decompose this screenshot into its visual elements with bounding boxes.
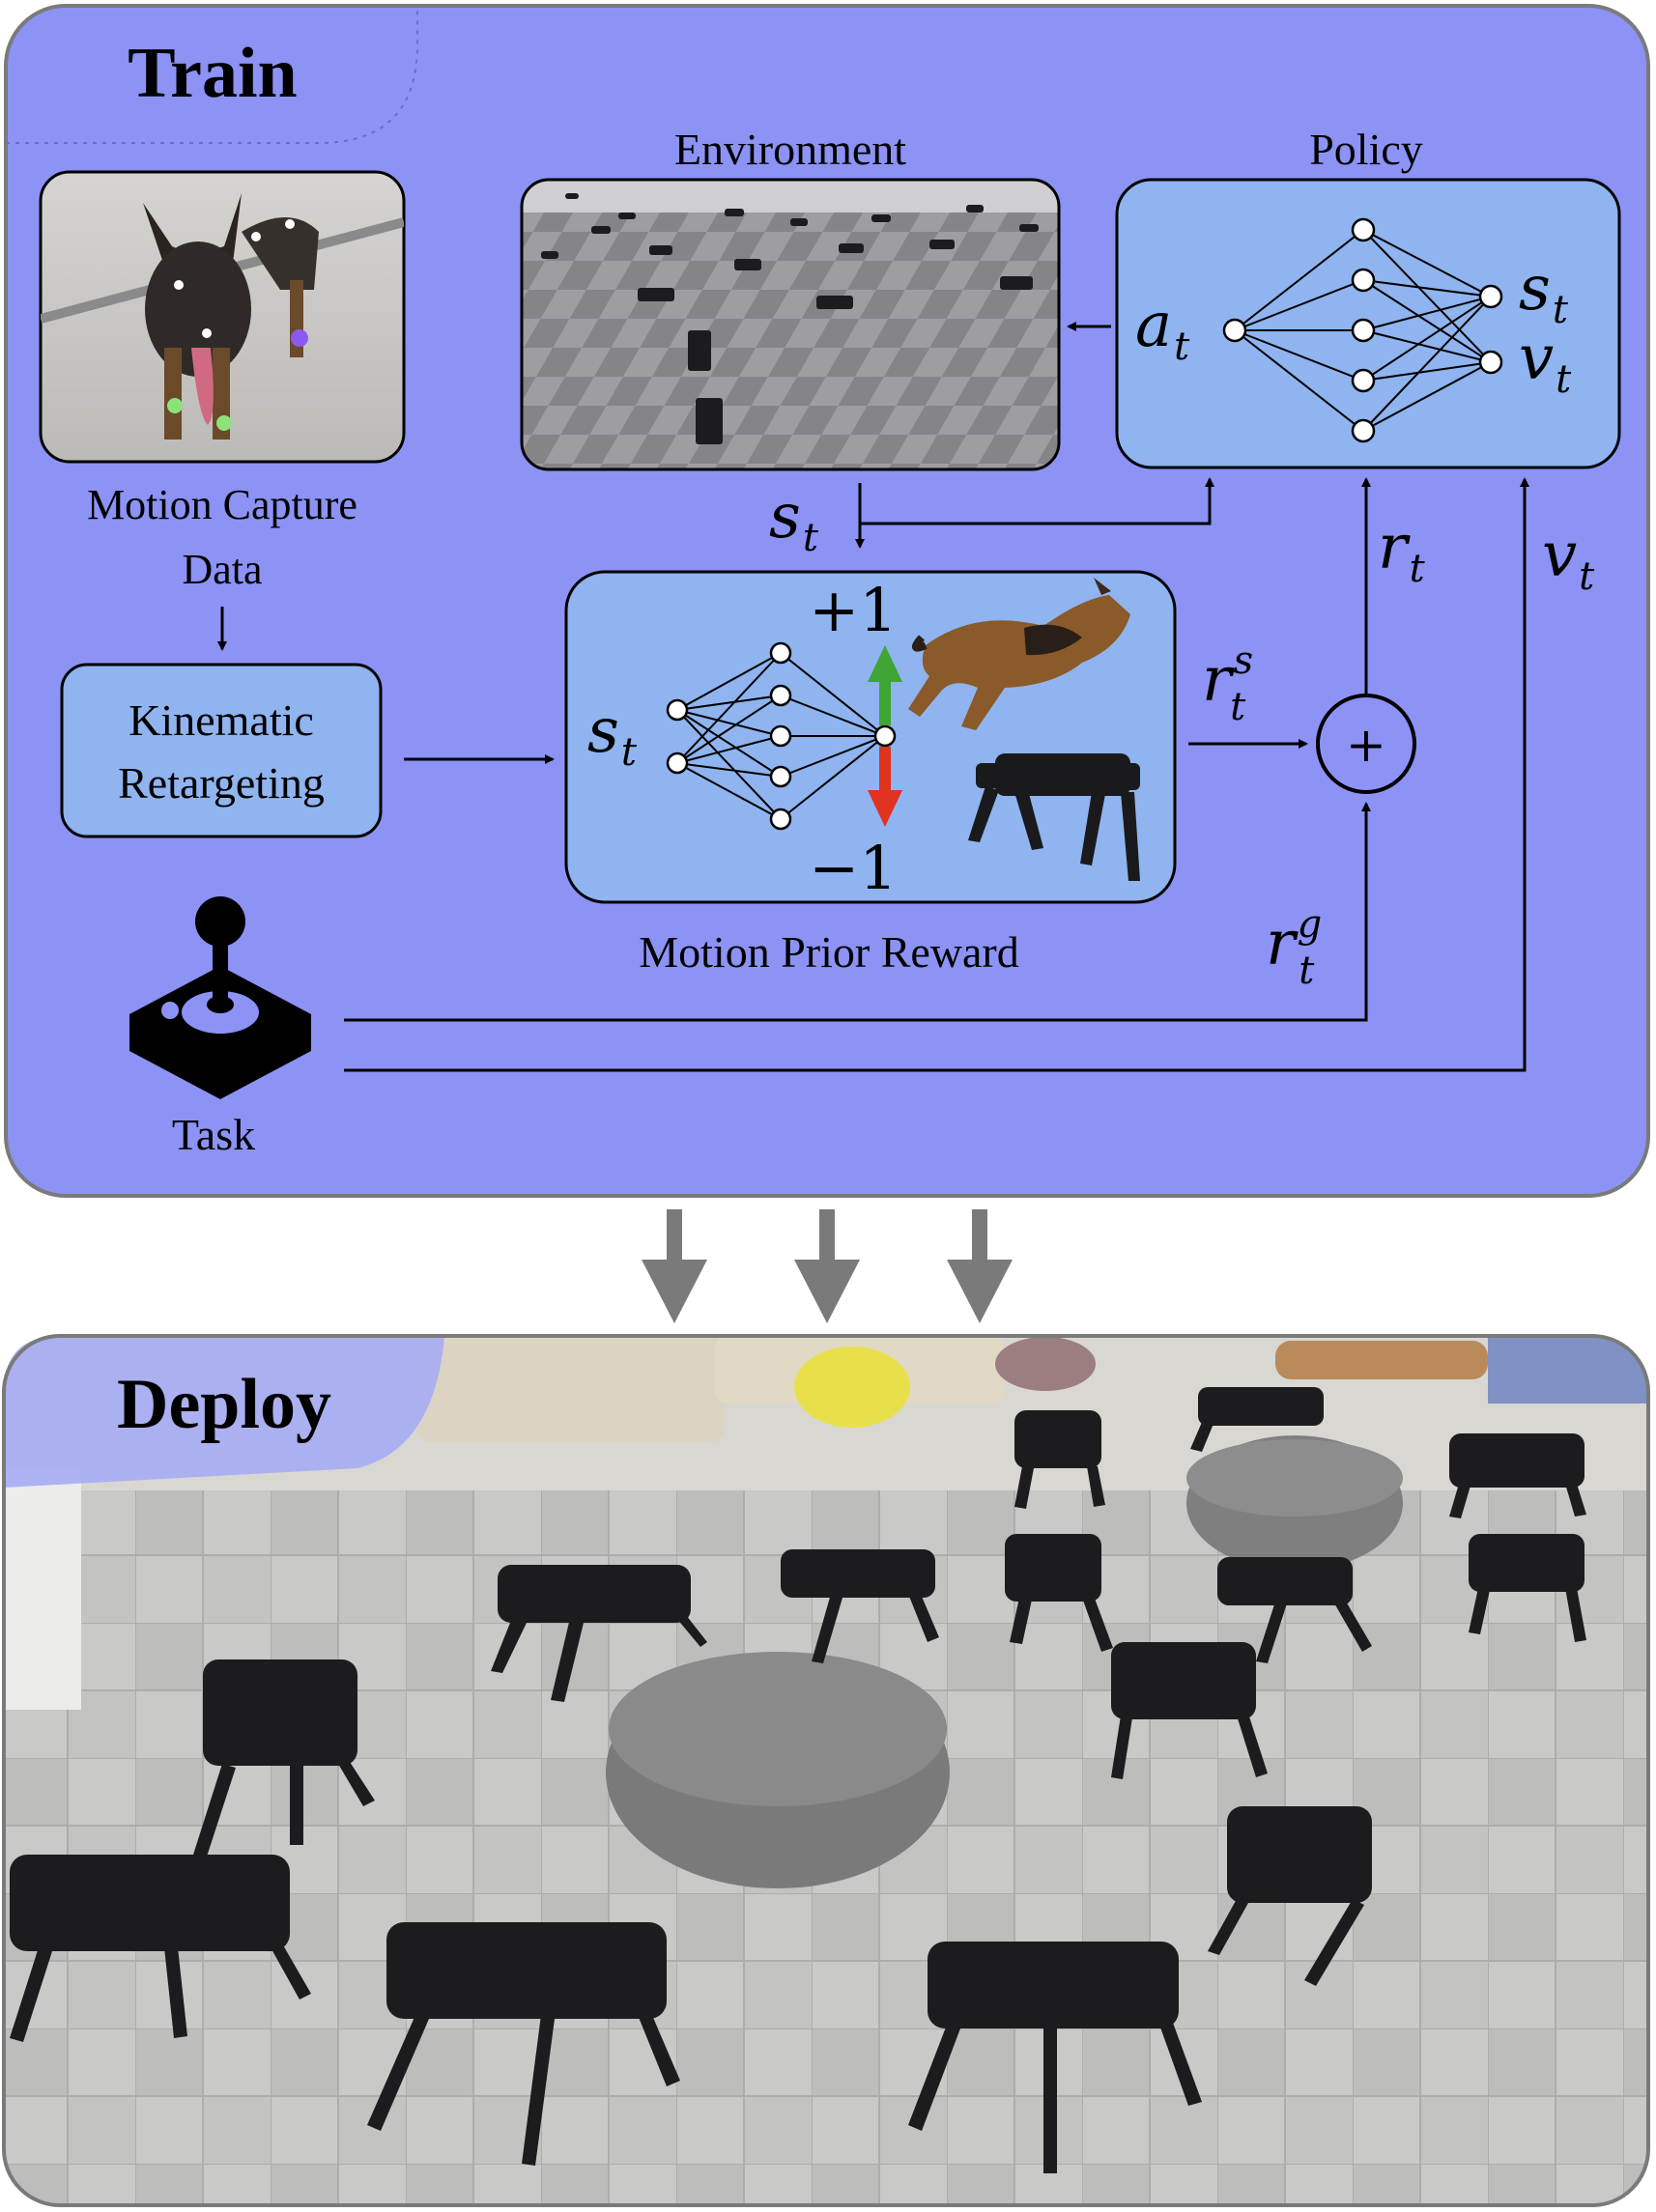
st-label: st xyxy=(769,481,819,560)
train-title: Train xyxy=(128,34,297,113)
rts-label: rs t xyxy=(1202,638,1253,729)
robot-photo xyxy=(968,753,1140,881)
policy-network xyxy=(1222,217,1503,443)
kinematic-retargeting-box: Kinematic Retargeting xyxy=(60,663,383,838)
green-up-arrow xyxy=(868,645,902,725)
kinematic-label-line1: Kinematic xyxy=(128,695,314,745)
rtg-label: rg t xyxy=(1266,902,1322,993)
deploy-panel-frame: Deploy xyxy=(2,1334,1650,2207)
mocap-photo xyxy=(39,170,406,464)
sum-plus: + xyxy=(1346,717,1386,773)
red-down-arrow xyxy=(868,747,902,827)
policy-box: at st vt xyxy=(1115,178,1621,469)
rt-label: rt xyxy=(1378,512,1426,591)
policy-input-a: at xyxy=(1135,290,1190,369)
kinematic-label-line2: Retargeting xyxy=(118,758,325,808)
deploy-arrows xyxy=(642,1209,1013,1323)
deploy-photo xyxy=(4,1336,1648,2205)
sum-node: + xyxy=(1316,694,1416,794)
vt-label: vt xyxy=(1542,520,1595,599)
joystick-icon xyxy=(129,896,311,1099)
mocap-label-line2: Data xyxy=(182,546,262,593)
task-label: Task xyxy=(172,1110,255,1159)
dog-photo xyxy=(908,578,1130,730)
motion-prior-label: Motion Prior Reward xyxy=(639,927,1019,977)
motion-prior-box: st +1 −1 xyxy=(564,570,1177,904)
plus-one-label: +1 xyxy=(809,575,897,645)
minus-one-label: −1 xyxy=(809,833,897,903)
deploy-title: Deploy xyxy=(117,1365,331,1444)
environment-label: Environment xyxy=(674,125,906,174)
discriminator-network xyxy=(666,641,897,831)
policy-output-v: vt xyxy=(1519,323,1572,402)
policy-label: Policy xyxy=(1309,125,1423,174)
environment-image xyxy=(520,178,1061,471)
policy-output-s: st xyxy=(1519,253,1569,332)
reward-input-s: st xyxy=(587,695,638,775)
mocap-label-line1: Motion Capture xyxy=(87,481,357,528)
